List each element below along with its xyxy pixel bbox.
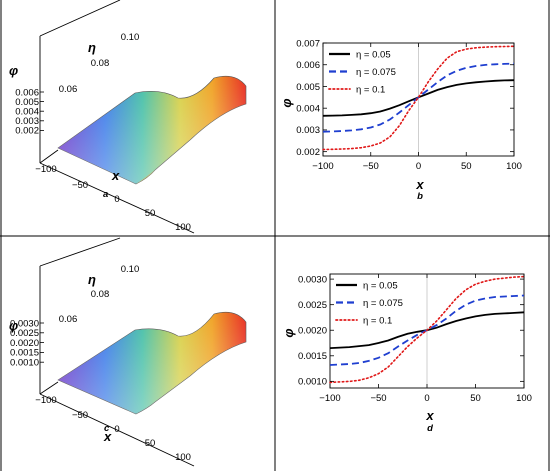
x-tick-label: −100 (312, 161, 333, 172)
y-ticks-b: 0.002 0.003 0.004 0.005 0.006 0.007 (296, 38, 514, 158)
surface-a-shade (58, 76, 246, 184)
x-tick-label: −100 (35, 395, 56, 406)
y-tick-label: 0.003 (296, 125, 320, 136)
x-tick-label: 0 (114, 424, 119, 435)
y-ticks-a: 0.06 0.08 0.10 (59, 32, 140, 95)
y-tick-label: 0.002 (296, 147, 320, 158)
y-tick-label: 0.006 (296, 60, 320, 71)
x-tick-label: 50 (145, 438, 156, 449)
y-tick-label: 0.005 (296, 82, 320, 93)
panel-tag-a: a (103, 189, 108, 200)
x-tick-label: 50 (470, 393, 481, 404)
x-ticks-d: −100 −50 0 50 100 (319, 274, 532, 404)
series-line-3 (329, 275, 525, 384)
surface-c-shade (58, 312, 246, 414)
z-tick-label: 0.003 (15, 116, 39, 127)
z-tick-label: 0.006 (15, 87, 39, 98)
z-tick-label: 0.004 (15, 107, 39, 118)
z-tick-label: 0.0030 (10, 318, 39, 329)
y-tick-label: 0.0020 (298, 326, 327, 337)
x-tick-label: −50 (72, 180, 88, 191)
y-tick-label: 0.06 (59, 84, 78, 95)
z-axis-label-c: φ (9, 318, 18, 333)
y-tick-label: 0.0015 (298, 351, 327, 362)
y-tick-label: 0.007 (296, 38, 320, 49)
y-tick-label: 0.10 (121, 264, 140, 275)
panel-tag-b: b (417, 191, 423, 202)
legend-label: η = 0.05 (356, 49, 391, 60)
series-d (329, 275, 525, 384)
x-tick-label: −50 (370, 393, 386, 404)
z-tick-label: 0.002 (15, 126, 39, 137)
z-tick-label: 0.0010 (10, 358, 39, 369)
y-tick-label: 0.08 (91, 289, 110, 300)
x-tick-label: 100 (506, 161, 522, 172)
z-tick-label: 0.005 (15, 97, 39, 108)
panel-tag-c: c (104, 423, 110, 434)
y-tick-label: 0.0010 (298, 377, 327, 388)
legend-label: η = 0.075 (363, 298, 403, 309)
z-axis-label-a: φ (9, 63, 18, 78)
y-tick-label: 0.08 (91, 58, 110, 69)
line-chart-b: −100 −50 0 50 100 0.0020.0030.0040.0050.0060… (279, 38, 522, 202)
x-tick-label: 100 (175, 222, 191, 233)
x-ticks-b: −100 −50 0 50 100 (312, 43, 522, 172)
y-tick-label: 0.10 (121, 32, 140, 43)
legend-label: η = 0.075 (356, 67, 396, 78)
x-tick-label: −50 (363, 161, 379, 172)
y-axis-label-d: φ (281, 328, 296, 337)
series-line-3 (322, 45, 515, 151)
z-tick-label: 0.0015 (10, 348, 39, 359)
legend-b: η = 0.05 η = 0.075 η = 0.1 (328, 49, 396, 95)
x-tick-label: 0 (114, 194, 119, 205)
x-tick-label: −100 (35, 164, 56, 175)
z-tick-label: 0.0020 (10, 338, 39, 349)
y-tick-label: 0.06 (59, 314, 78, 325)
y-axis-label-b: φ (279, 98, 294, 107)
x-tick-label: 50 (145, 208, 156, 219)
y-tick-label: 0.004 (296, 103, 320, 114)
x-tick-label: −100 (319, 393, 340, 404)
x-tick-label: 0 (416, 161, 421, 172)
y-axis-label-c: η (88, 272, 96, 287)
x-ticks-c: −100 −50 0 50 100 (35, 395, 191, 463)
y-ticks-d: 0.0010 0.0015 0.0020 0.0025 0.0030 (298, 274, 524, 388)
line-chart-d: −100 −50 0 50 100 0.00100.00150.00200.00250.… (281, 273, 532, 434)
z-tick-label: 0.0025 (10, 328, 39, 339)
x-axis-label-a: x (111, 168, 120, 183)
x-ticks-a: −100 −50 0 50 100 (35, 164, 191, 233)
x-tick-label: 100 (516, 393, 532, 404)
y-ticks-c: 0.06 0.08 0.10 (59, 264, 140, 325)
y-tick-label: 0.0025 (298, 300, 327, 311)
legend-label: η = 0.1 (363, 315, 392, 326)
x-tick-label: 50 (461, 161, 472, 172)
x-tick-label: 100 (175, 452, 191, 463)
x-axis-label-d: x (425, 408, 434, 423)
series-b (322, 45, 515, 151)
legend-label: η = 0.05 (363, 280, 398, 291)
legend-label: η = 0.1 (356, 84, 385, 95)
x-axis-label-c: x (103, 429, 112, 444)
x-tick-label: 0 (424, 393, 429, 404)
x-tick-label: −50 (72, 410, 88, 421)
x-axis-label-b: x (415, 177, 424, 192)
y-tick-label: 0.0030 (298, 274, 327, 285)
legend-d: η = 0.05 η = 0.075 η = 0.1 (335, 280, 403, 326)
panel-tag-d: d (427, 423, 433, 434)
y-axis-label-a: η (88, 40, 96, 55)
